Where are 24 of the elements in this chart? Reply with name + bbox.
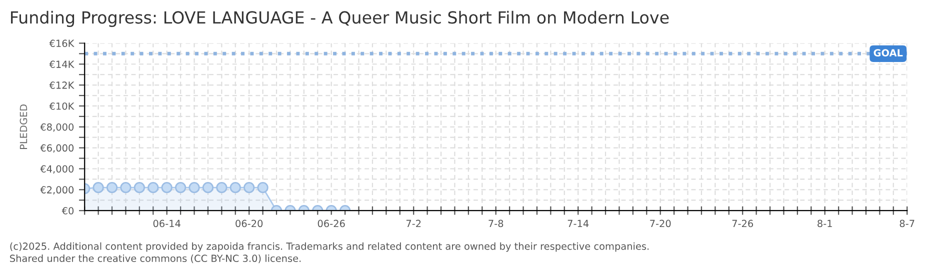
x-tick-label: 7-20 xyxy=(650,220,671,228)
y-tick-label: €8,000 xyxy=(40,123,74,132)
y-tick-label: €14K xyxy=(49,60,74,68)
text: Shared under the creative commons (CC BY-NC 3.0) license. xyxy=(10,254,301,264)
x-tick-label: 7-14 xyxy=(568,220,589,228)
x-tick-label: 06-14 xyxy=(153,220,180,228)
chart-title: Funding Progress: LOVE LANGUAGE - A Queer Music Short Film on Modern Love xyxy=(11,10,669,27)
x-tick-label: 8-7 xyxy=(900,220,914,228)
y-tick-label: €16K xyxy=(49,40,74,48)
x-tick-label: 06-20 xyxy=(236,220,263,228)
text: (c)2025. Additional content provided by zapoida francis. Trademarks and related content are owned by their respective companies. xyxy=(10,242,649,252)
y-axis-title: PLEDGED xyxy=(20,104,28,149)
y-tick-label: €6,000 xyxy=(40,144,74,153)
y-tick-label: €10K xyxy=(49,102,74,110)
y-tick-label: €12K xyxy=(49,82,74,89)
x-tick-label: 7-2 xyxy=(406,220,421,228)
x-tick-label: 8-1 xyxy=(818,220,832,228)
x-tick-label: 7-8 xyxy=(488,220,504,228)
x-tick-label: 06-26 xyxy=(318,220,345,228)
x-tick-label: 7-26 xyxy=(732,220,754,228)
y-tick-label: €0 xyxy=(62,207,74,214)
y-tick-label: €4,000 xyxy=(40,165,74,174)
ref-line-label: GOAL xyxy=(874,49,903,56)
y-tick-label: €2,000 xyxy=(40,186,74,194)
